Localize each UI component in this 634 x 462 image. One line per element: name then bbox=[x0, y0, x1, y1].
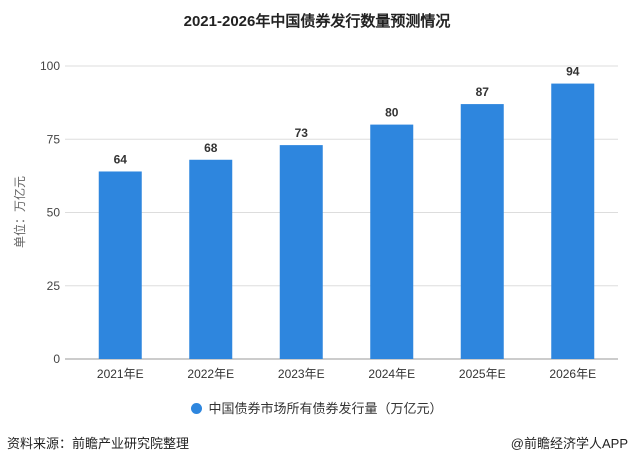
data-label: 87 bbox=[476, 85, 490, 99]
bar bbox=[370, 124, 414, 359]
brand-label: @前瞻经济学人APP bbox=[510, 436, 628, 451]
source-note: 资料来源：前瞻产业研究院整理 bbox=[7, 436, 190, 451]
x-tick-label: 2023年E bbox=[278, 367, 325, 381]
data-label: 80 bbox=[385, 106, 399, 120]
chart-title: 2021-2026年中国债券发行数量预测情况 bbox=[183, 13, 451, 30]
legend-label: 中国债券市场所有债券发行量（万亿元） bbox=[208, 401, 443, 416]
y-tick-label: 75 bbox=[47, 132, 61, 146]
y-tick-label: 25 bbox=[47, 279, 61, 293]
bar bbox=[279, 145, 323, 359]
data-label: 73 bbox=[295, 126, 309, 140]
x-tick-label: 2026年E bbox=[549, 367, 596, 381]
y-tick-label: 0 bbox=[53, 352, 60, 366]
y-tick-label: 50 bbox=[47, 206, 61, 220]
x-tick-label: 2022年E bbox=[187, 367, 234, 381]
legend: 中国债券市场所有债券发行量（万亿元） bbox=[0, 398, 634, 417]
bar bbox=[98, 171, 142, 359]
y-axis-label: 单位：万亿元 bbox=[12, 176, 27, 248]
bar bbox=[189, 159, 233, 359]
bar bbox=[460, 104, 504, 359]
data-label: 94 bbox=[566, 65, 580, 79]
legend-swatch bbox=[191, 403, 203, 414]
data-label: 68 bbox=[204, 141, 218, 155]
x-tick-label: 2025年E bbox=[459, 367, 506, 381]
bar-chart: 0 25 50 75 100 单位：万亿元 64 2021年E 68 2022年E 73 2023年E… bbox=[12, 59, 618, 381]
x-tick-label: 2021年E bbox=[97, 367, 144, 381]
bar bbox=[551, 83, 595, 359]
x-tick-label: 2024年E bbox=[368, 367, 415, 381]
y-tick-label: 100 bbox=[40, 59, 60, 73]
data-label: 64 bbox=[114, 152, 128, 166]
